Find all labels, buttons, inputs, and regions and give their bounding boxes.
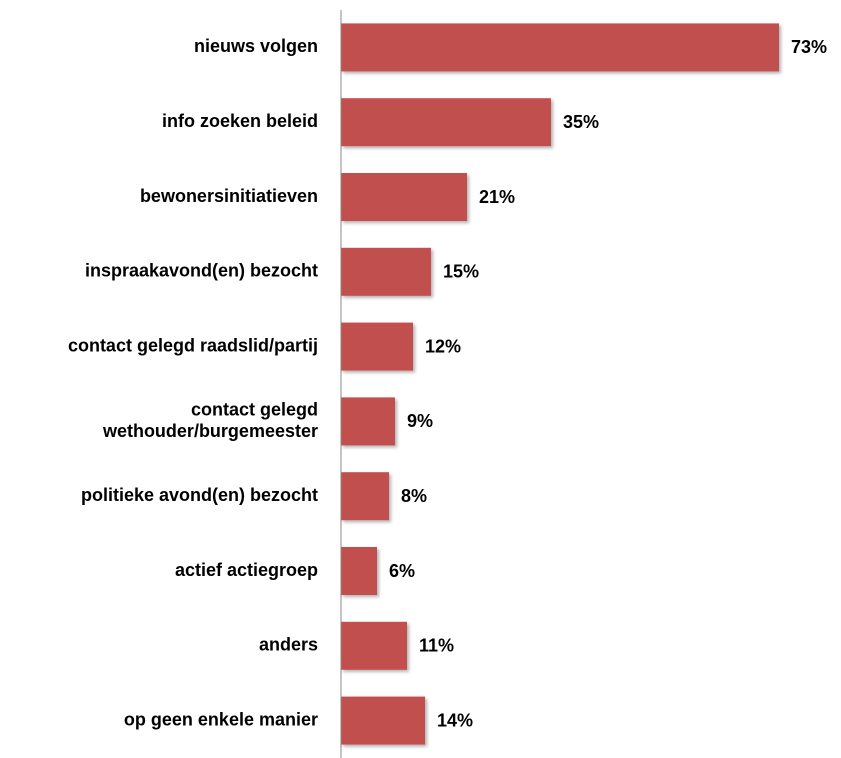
bar (341, 322, 413, 371)
category-label: contact gelegd wethouder/burgemeester (102, 399, 318, 441)
bar (341, 472, 389, 521)
category-label: bewonersinitiatieven (140, 186, 318, 206)
bar (341, 621, 407, 670)
category-label: contact gelegd raadslid/partij (68, 335, 318, 355)
bar (341, 23, 779, 72)
bar (341, 247, 431, 296)
bar (341, 173, 467, 221)
value-label: 9% (407, 411, 433, 431)
value-label: 8% (401, 486, 427, 506)
bar (341, 547, 377, 595)
value-label: 15% (443, 262, 479, 282)
value-label: 14% (437, 710, 473, 730)
category-label: op geen enkele manier (124, 709, 318, 729)
value-label: 6% (389, 561, 415, 581)
category-label: politieke avond(en) bezocht (81, 485, 318, 505)
category-label: anders (259, 635, 318, 655)
value-label: 73% (791, 37, 827, 57)
category-label: actief actiegroep (175, 560, 318, 580)
value-label: 11% (419, 636, 454, 656)
value-label: 35% (563, 112, 599, 132)
category-label: nieuws volgen (194, 36, 318, 56)
value-label: 21% (479, 187, 515, 207)
bar (341, 397, 395, 446)
category-label: inspraakavond(en) bezocht (85, 261, 318, 281)
bar (341, 696, 425, 745)
bar (341, 98, 551, 147)
value-label: 12% (425, 336, 461, 356)
category-label: info zoeken beleid (162, 111, 318, 131)
